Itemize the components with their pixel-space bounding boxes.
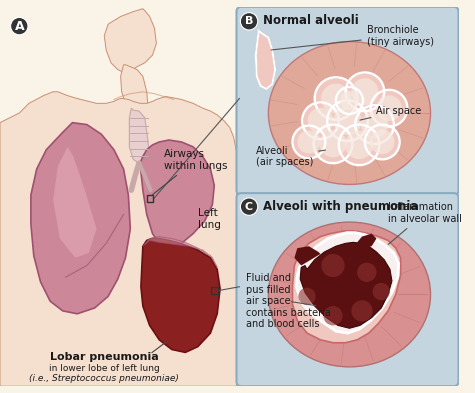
Circle shape [321,84,351,114]
Circle shape [370,130,394,154]
Ellipse shape [268,42,430,184]
FancyBboxPatch shape [237,193,458,386]
Circle shape [10,17,28,35]
Polygon shape [256,31,275,89]
Text: Inflammation
in alveolar wall: Inflammation in alveolar wall [388,202,462,244]
Text: in lower lobe of left lung: in lower lobe of left lung [49,364,160,373]
Circle shape [298,288,316,305]
Circle shape [345,130,373,159]
Polygon shape [143,237,217,268]
Circle shape [365,125,399,159]
Polygon shape [121,65,148,108]
Polygon shape [293,231,400,343]
Text: Alveoli with pneumonia: Alveoli with pneumonia [263,200,418,213]
FancyBboxPatch shape [237,7,458,195]
Polygon shape [53,147,96,258]
Circle shape [320,130,347,158]
Circle shape [339,125,380,165]
Circle shape [315,77,357,120]
Polygon shape [355,234,377,248]
Circle shape [293,125,325,158]
Circle shape [352,78,379,105]
Text: Lobar pneumonia: Lobar pneumonia [50,353,159,362]
Circle shape [336,87,363,114]
Circle shape [323,306,342,325]
Text: Normal alveoli: Normal alveoli [263,14,358,27]
Text: Air space: Air space [360,106,422,120]
Ellipse shape [268,222,430,367]
Polygon shape [31,123,130,314]
Text: Fluid and
pus filled
air space
contains bacteria
and blood cells: Fluid and pus filled air space contains … [246,273,331,329]
Text: Left
lung: Left lung [198,208,221,230]
Polygon shape [129,108,149,163]
Circle shape [322,254,345,277]
Text: Alveoli
(air spaces): Alveoli (air spaces) [256,146,325,167]
Text: C: C [245,202,253,212]
Text: (i.e., Streptococcus pneumoniae): (i.e., Streptococcus pneumoniae) [29,374,179,383]
Circle shape [308,108,333,134]
Circle shape [297,130,320,153]
Polygon shape [104,9,156,72]
Polygon shape [140,140,214,246]
Text: Airways
within lungs: Airways within lungs [152,149,228,195]
Circle shape [240,198,258,215]
Circle shape [340,91,359,110]
Text: B: B [245,16,253,26]
Polygon shape [141,239,220,353]
Text: Bronchiole
(tiny airways): Bronchiole (tiny airways) [271,25,434,50]
Circle shape [302,103,339,139]
Circle shape [240,13,258,30]
Text: A: A [15,20,24,33]
Polygon shape [0,92,237,386]
Polygon shape [296,233,399,333]
Circle shape [352,300,372,321]
Circle shape [333,107,361,135]
Polygon shape [300,242,392,328]
Circle shape [357,263,377,282]
Circle shape [314,125,352,163]
Circle shape [376,95,402,121]
Polygon shape [294,246,321,266]
Circle shape [370,90,408,127]
Circle shape [346,72,384,111]
Circle shape [372,283,390,300]
Circle shape [355,105,394,144]
Circle shape [327,101,368,141]
Circle shape [361,111,388,138]
